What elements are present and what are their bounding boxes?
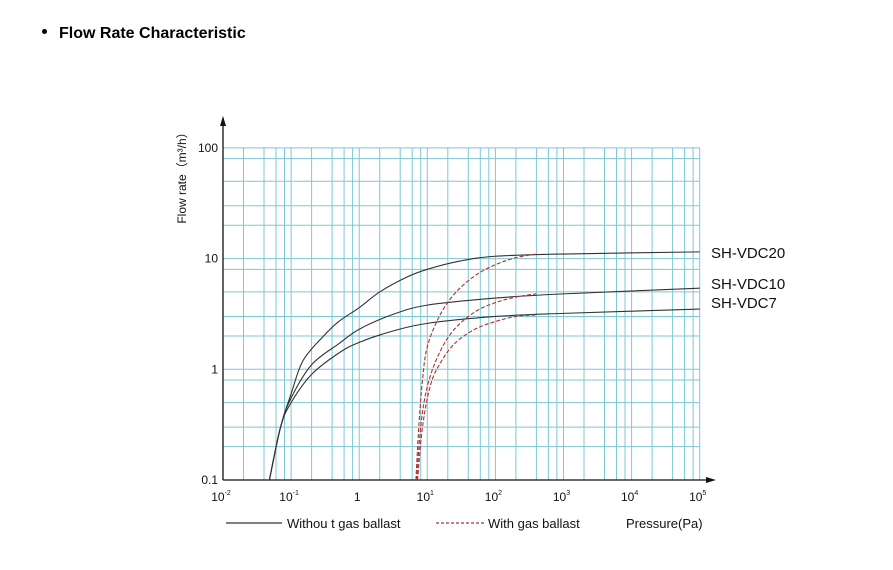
- curve-with-ballast-sh-vdc10: [416, 293, 537, 481]
- x-axis-label: Pressure(Pa): [626, 516, 703, 531]
- y-tick-label: 0.1: [201, 473, 218, 487]
- axes: [220, 116, 716, 483]
- x-tick-base: 10: [279, 490, 293, 504]
- x-tick-label: 105: [689, 490, 706, 504]
- x-tick-base: 1: [354, 490, 361, 504]
- x-tick-base: 10: [689, 490, 703, 504]
- section-title-text: Flow Rate Characteristic: [59, 25, 246, 42]
- x-tick-label: 1: [354, 490, 361, 504]
- x-tick-exponent: -1: [293, 490, 299, 497]
- x-tick-label: 10-1: [279, 490, 299, 504]
- x-tick-base: 10: [553, 490, 567, 504]
- x-tick-exponent: 2: [498, 490, 502, 497]
- curve-without-ballast-sh-vdc20: [268, 251, 700, 481]
- x-tick-base: 10: [417, 490, 431, 504]
- curve-with-ballast-sh-vdc7: [417, 314, 537, 481]
- y-tick-label: 10: [205, 252, 219, 266]
- section-title: Flow Rate Characteristic: [42, 25, 246, 43]
- legend-without-ballast: Withou t gas ballast: [287, 516, 401, 531]
- y-tick-label: 1: [211, 362, 218, 376]
- x-tick-base: 10: [485, 490, 499, 504]
- bullet-icon: [42, 29, 47, 35]
- y-axis-arrow-icon: [220, 116, 226, 126]
- x-tick-base: 10: [621, 490, 635, 504]
- series-label: SH-VDC7: [711, 295, 777, 312]
- x-tick-exponent: 1: [430, 490, 434, 497]
- curve-without-ballast-sh-vdc7: [268, 308, 700, 481]
- x-tick-label: 101: [417, 490, 434, 504]
- x-tick-label: 102: [485, 490, 502, 504]
- x-tick-label: 103: [553, 490, 570, 504]
- curve-with-ballast-sh-vdc20: [415, 253, 537, 481]
- series-label: SH-VDC20: [711, 245, 785, 262]
- x-tick-exponent: 5: [702, 490, 706, 497]
- legend-with-ballast: With gas ballast: [488, 516, 580, 531]
- series-label: SH-VDC10: [711, 276, 785, 293]
- grid: [223, 147, 701, 480]
- x-tick-label: 104: [621, 490, 638, 504]
- x-tick-exponent: 3: [566, 490, 570, 497]
- x-tick-label: 10-2: [211, 490, 231, 504]
- x-tick-base: 10: [211, 490, 225, 504]
- y-axis-label: Flow rate（m³/h）: [175, 126, 189, 223]
- y-tick-label: 100: [198, 141, 218, 155]
- x-tick-exponent: 4: [634, 490, 638, 497]
- x-axis-arrow-icon: [706, 477, 716, 483]
- curves: [268, 251, 700, 481]
- curve-without-ballast-sh-vdc10: [268, 287, 700, 481]
- x-tick-exponent: -2: [225, 490, 231, 497]
